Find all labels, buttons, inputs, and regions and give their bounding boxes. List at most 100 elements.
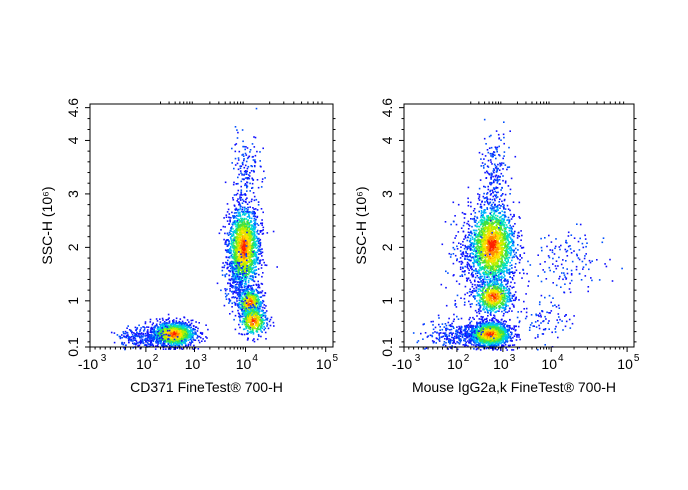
event-dot xyxy=(238,235,241,237)
event-dot xyxy=(267,327,270,330)
event-dot xyxy=(261,321,264,323)
event-dot xyxy=(248,213,250,215)
event-dot xyxy=(128,329,131,331)
event-dot xyxy=(241,222,244,224)
event-dot xyxy=(189,336,191,339)
event-dot xyxy=(139,336,142,339)
event-dot xyxy=(244,318,247,320)
event-dot xyxy=(254,226,256,229)
event-dot xyxy=(234,261,237,263)
event-dot xyxy=(155,324,157,327)
event-dot xyxy=(240,231,242,234)
event-dot xyxy=(243,263,246,266)
event-dot xyxy=(154,348,157,350)
event-dot xyxy=(255,284,258,287)
event-dot xyxy=(245,297,247,300)
event-dot xyxy=(249,234,251,237)
event-dot xyxy=(252,242,255,244)
event-dot xyxy=(179,333,181,336)
event-dot xyxy=(175,330,178,332)
event-dot xyxy=(179,338,181,340)
event-dot xyxy=(237,293,240,296)
event-dot xyxy=(145,337,148,340)
event-dot xyxy=(226,294,228,297)
event-dot xyxy=(248,294,250,297)
event-dot xyxy=(252,245,255,247)
event-dot xyxy=(185,340,188,343)
event-dot xyxy=(223,266,225,269)
event-dot xyxy=(198,341,201,344)
event-dot xyxy=(159,336,161,339)
event-dot xyxy=(252,225,255,227)
event-dot xyxy=(222,225,225,228)
event-dot xyxy=(237,131,239,134)
event-dot xyxy=(177,344,179,347)
event-dot xyxy=(245,317,247,319)
event-dot xyxy=(156,325,158,327)
event-dot xyxy=(133,339,136,341)
event-dot xyxy=(264,292,266,294)
event-dot xyxy=(172,327,175,330)
event-dot xyxy=(147,345,149,348)
event-dot xyxy=(229,282,231,285)
event-dot xyxy=(239,276,242,278)
event-dot xyxy=(232,216,235,218)
event-dot xyxy=(233,194,236,196)
event-dot xyxy=(192,327,195,330)
event-dot xyxy=(186,324,188,326)
event-dot xyxy=(264,327,267,330)
event-dot xyxy=(245,305,248,308)
event-dot xyxy=(240,269,243,272)
event-dot xyxy=(238,274,240,276)
event-dot xyxy=(239,207,242,210)
event-dot xyxy=(150,341,152,343)
event-dot xyxy=(236,292,238,294)
event-dot xyxy=(193,339,195,341)
event-dot xyxy=(237,295,240,298)
event-dot xyxy=(218,232,221,235)
event-dot xyxy=(242,303,244,305)
event-dot xyxy=(243,241,245,244)
event-dot xyxy=(132,335,135,338)
event-dot xyxy=(155,345,157,347)
event-dot xyxy=(239,194,241,196)
event-dot xyxy=(237,198,239,200)
event-dot xyxy=(202,338,204,340)
event-dot xyxy=(246,177,248,179)
event-dot xyxy=(248,319,251,322)
event-dot xyxy=(243,286,246,289)
event-dot xyxy=(246,190,248,192)
event-dot xyxy=(259,301,262,303)
event-dot xyxy=(262,229,264,231)
event-dot xyxy=(248,306,250,308)
event-dot xyxy=(253,234,255,236)
event-dot xyxy=(253,223,255,225)
event-dot xyxy=(232,269,235,272)
event-dots xyxy=(412,118,623,351)
event-dot xyxy=(233,245,236,247)
event-dot xyxy=(166,329,168,331)
event-dot xyxy=(251,228,254,230)
event-dot xyxy=(169,348,172,350)
event-dot xyxy=(246,239,249,241)
event-dot xyxy=(249,242,251,245)
event-dot xyxy=(123,347,125,349)
event-dot xyxy=(253,226,255,228)
event-dot xyxy=(257,286,259,289)
event-dot xyxy=(258,335,260,337)
event-dot xyxy=(264,311,267,314)
event-dot xyxy=(253,316,256,319)
event-dot xyxy=(246,297,248,299)
event-dot xyxy=(242,251,244,254)
event-dot xyxy=(246,231,248,234)
event-dot xyxy=(179,335,181,337)
event-dot xyxy=(232,256,235,258)
event-dot xyxy=(248,271,250,274)
event-dot xyxy=(243,289,246,291)
event-dot xyxy=(245,146,247,148)
event-dot xyxy=(257,280,259,283)
event-dot xyxy=(266,232,269,234)
event-dot xyxy=(152,331,154,334)
event-dot xyxy=(184,332,186,335)
